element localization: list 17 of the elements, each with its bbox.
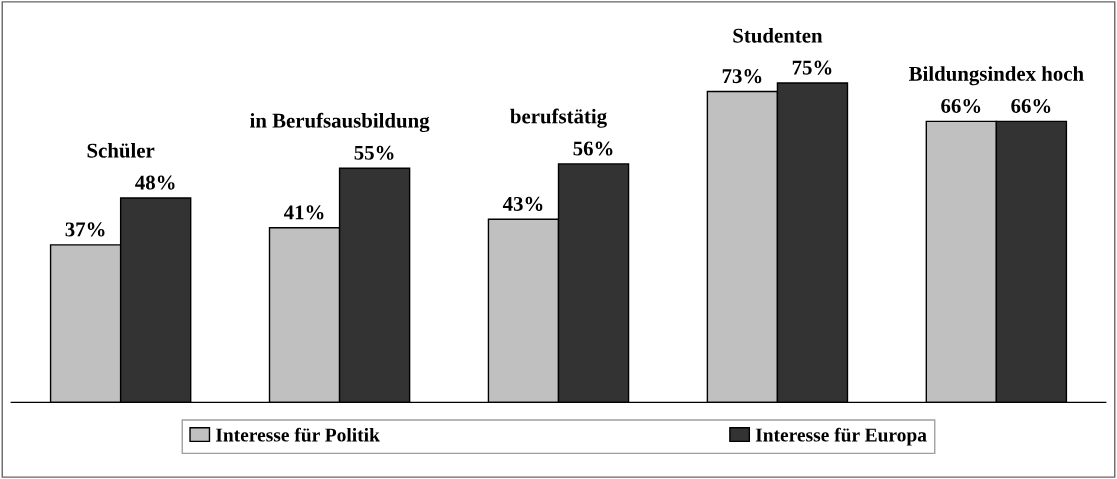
data-label: 48% — [135, 175, 175, 190]
data-label: 56% — [573, 141, 613, 156]
data-label: 75% — [792, 60, 832, 75]
data-label: 37% — [65, 222, 105, 237]
data-label: 43% — [502, 196, 543, 211]
x-tick-label: in Berufsausbildung — [250, 112, 430, 133]
x-tick-label: berufstätig — [510, 108, 607, 128]
data-label: 73% — [722, 69, 762, 84]
x-tick-label: Schüler — [87, 142, 155, 158]
data-label: 55% — [354, 145, 394, 160]
legend-label: Interesse für Politik — [215, 427, 380, 442]
data-label: 41% — [283, 205, 324, 220]
x-tick-label: Studenten — [733, 28, 823, 43]
x-tick-label: Bildungsindex hoch — [909, 66, 1084, 86]
data-label: 66% — [1011, 98, 1051, 114]
legend-label: Interesse für Europa — [755, 427, 927, 446]
data-label: 66% — [941, 98, 981, 114]
